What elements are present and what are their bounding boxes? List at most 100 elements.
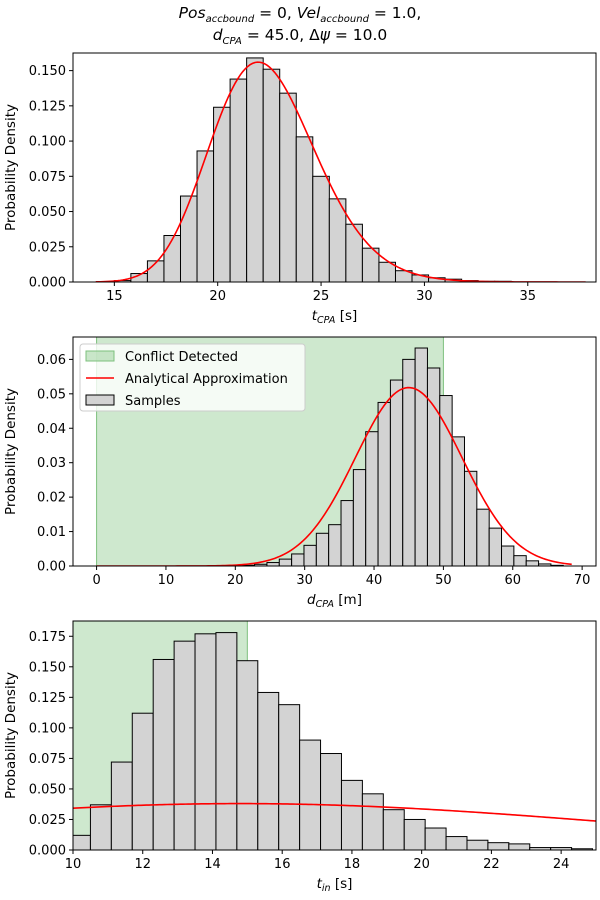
y-tick-label: 0.100: [29, 721, 66, 736]
x-tick-label: 40: [366, 573, 383, 588]
figure-title-line1: Posaccbound = 0, Velaccbound = 1.0,: [179, 4, 422, 25]
y-tick-label: 0.03: [37, 456, 66, 471]
histogram-bar: [278, 558, 293, 566]
x-tick-label: 35: [520, 289, 537, 304]
histogram-bar: [194, 633, 217, 850]
histogram-bar: [173, 640, 196, 850]
y-tick-label: 0.075: [29, 752, 66, 767]
histogram-bar: [291, 553, 305, 566]
y-tick-label: 0.025: [29, 240, 66, 255]
x-tick-label: 0: [92, 573, 100, 588]
analytical-curve: [73, 802, 596, 822]
x-tick-label: 60: [504, 573, 521, 588]
histogram-bar: [328, 524, 342, 566]
histogram-bar: [513, 555, 527, 566]
x-tick-label: 14: [204, 857, 221, 872]
y-tick-label: 0.02: [37, 491, 66, 506]
histogram-bar: [488, 527, 503, 566]
chart-tin: 10 12 14 16 18 20 22 24 0.000 0.025 0.050 0.075 0.10…: [3, 620, 597, 894]
figure-title-line2: dCPA = 45.0, Δψ = 10.0: [213, 26, 388, 47]
histogram-bar: [571, 848, 594, 850]
x-tick-label: 24: [553, 857, 570, 872]
y-tick-label: 0.050: [29, 782, 66, 797]
histogram-bar: [257, 691, 280, 850]
histogram-bar: [279, 92, 297, 282]
y-tick-label: 0.06: [37, 353, 66, 368]
histogram-bar: [345, 223, 363, 282]
x-tick-label: 70: [574, 573, 591, 588]
histogram-bar: [424, 827, 447, 850]
histogram-bar: [361, 793, 384, 850]
histogram-bar: [320, 753, 342, 850]
y-tick-label: 0.05: [37, 387, 66, 402]
histogram-bar: [152, 658, 175, 850]
axes-frame: [72, 620, 597, 851]
histogram-bar: [236, 660, 259, 850]
histogram-bar: [303, 544, 317, 566]
axes-frame: [72, 52, 597, 283]
histogram-bar: [229, 78, 248, 282]
histogram-bar: [466, 839, 489, 850]
y-tick-label: 0.000: [29, 844, 66, 859]
legend: Conflict Detected Analytical Approximatio…: [79, 343, 306, 412]
legend-label-samples: Samples: [125, 394, 181, 409]
x-tick-label: 50: [435, 573, 452, 588]
y-tick-label: 0.000: [29, 276, 66, 291]
x-tick-label: 10: [158, 573, 175, 588]
x-tick-label: 12: [134, 857, 151, 872]
histogram-bar: [377, 401, 391, 566]
histogram-bar: [295, 136, 314, 282]
histogram-bar: [163, 234, 181, 282]
histogram-bar: [389, 379, 404, 566]
histogram-bar: [463, 470, 478, 566]
y-axis-label: Probability Density: [3, 388, 19, 515]
chart-tcpa: 15 20 25 30 35 0.000 0.025 0.050 0.075 0.100 0.125…: [3, 52, 597, 326]
histogram-bar: [445, 836, 468, 850]
histogram-bar: [266, 562, 280, 566]
histogram-bar: [365, 431, 379, 566]
legend-swatch-samples: [85, 394, 115, 406]
histogram-bar: [525, 560, 540, 566]
legend-label-curve: Analytical Approximation: [125, 372, 288, 387]
legend-swatch-conflict: [85, 350, 115, 362]
y-tick-label: 0.025: [29, 813, 66, 828]
histogram-bar: [89, 804, 112, 850]
y-tick-label: 0.125: [29, 99, 66, 114]
x-tick-label: 20: [413, 857, 430, 872]
x-tick-label: 16: [274, 857, 291, 872]
y-tick-label: 0.175: [29, 630, 66, 645]
y-tick-label: 0.125: [29, 691, 66, 706]
y-tick-label: 0.00: [37, 560, 66, 575]
x-axis-label: dCPA [m]: [307, 592, 362, 610]
histogram-bar: [451, 436, 465, 566]
chart-dcpa: 0 10 20 30 40 50 60 70 0.00 0.01 0.02 0.03 0.04 0.05 0…: [3, 336, 597, 610]
x-tick-label: 18: [344, 857, 361, 872]
histogram-bar: [340, 779, 363, 850]
histogram-bar: [246, 57, 264, 282]
legend-label-conflict: Conflict Detected: [125, 350, 238, 365]
plot-area: [95, 57, 586, 282]
x-tick-label: 10: [65, 857, 82, 872]
x-tick-label: 22: [483, 857, 500, 872]
histogram-bar: [426, 367, 441, 566]
y-tick-label: 0.100: [29, 135, 66, 150]
x-tick-label: 20: [227, 573, 244, 588]
histogram-bar: [215, 632, 238, 850]
x-tick-label: 20: [209, 289, 226, 304]
histogram-bar: [196, 150, 215, 282]
histogram-bar: [402, 358, 416, 566]
y-tick-label: 0.150: [29, 660, 66, 675]
histogram-bar: [439, 395, 453, 566]
y-tick-label: 0.075: [29, 170, 66, 185]
histogram-bar: [328, 198, 347, 282]
histogram-bar: [382, 809, 405, 850]
x-tick-label: 30: [416, 289, 433, 304]
histogram-bar: [476, 508, 490, 566]
histogram-bar: [312, 175, 330, 282]
y-tick-label: 0.04: [37, 422, 66, 437]
x-axis-label: tCPA [s]: [312, 308, 358, 326]
histogram-bar: [262, 68, 281, 282]
y-tick-label: 0.150: [29, 64, 66, 79]
histogram-bar: [340, 500, 354, 566]
